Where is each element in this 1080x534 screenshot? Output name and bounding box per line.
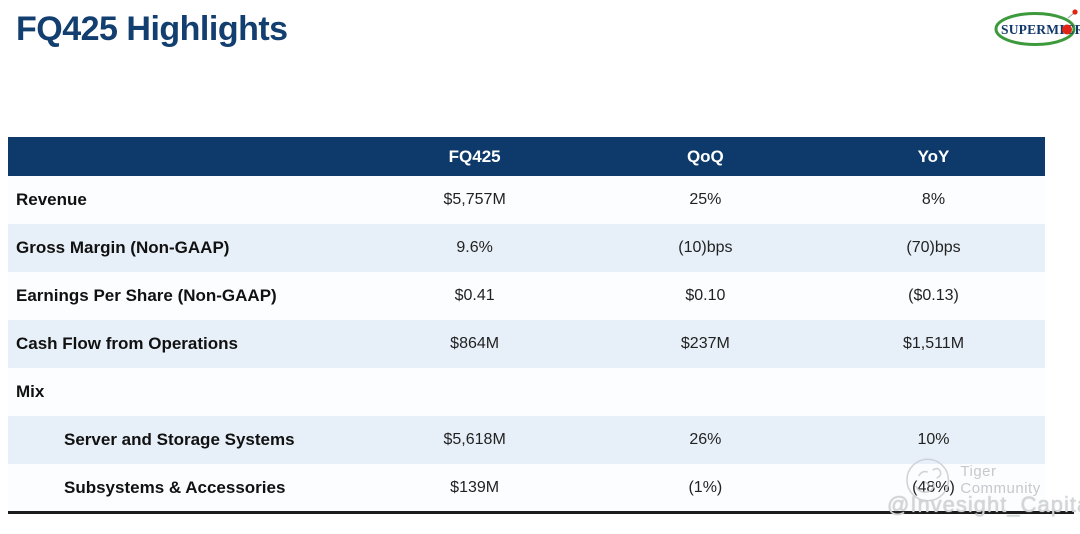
row-label: Revenue xyxy=(16,190,87,209)
row-label: Subsystems & Accessories xyxy=(64,478,286,497)
cell-qoq: (1%) xyxy=(688,479,723,496)
table-row: Server and Storage Systems $5,618M 26% 1… xyxy=(8,416,1045,464)
cell-qoq: 26% xyxy=(689,431,722,448)
cell-fq425: $864M xyxy=(450,335,500,352)
header-fq425: FQ425 xyxy=(448,146,501,166)
row-label: Cash Flow from Operations xyxy=(16,334,238,353)
table-header-row: FQ425 QoQ YoY xyxy=(8,137,1045,176)
cell-fq425: $0.41 xyxy=(454,287,495,304)
cell-fq425: 9.6% xyxy=(456,239,493,256)
cell-qoq: $237M xyxy=(680,335,730,352)
supermicro-logo: SUPERMICR xyxy=(994,9,1080,46)
logo-orbit-dot xyxy=(1072,9,1078,15)
highlights-table: FQ425 QoQ YoY Revenue $5,757M 25% 8% Gro… xyxy=(8,137,1045,512)
header-qoq: QoQ xyxy=(686,146,724,166)
cell-yoy: (48%) xyxy=(912,479,955,496)
cell-yoy: ($0.13) xyxy=(908,287,959,304)
table-row: Gross Margin (Non-GAAP) 9.6% (10)bps (70… xyxy=(8,224,1045,272)
table-row: Earnings Per Share (Non-GAAP) $0.41 $0.1… xyxy=(8,272,1045,320)
cell-qoq: $0.10 xyxy=(685,287,726,304)
table-row: Revenue $5,757M 25% 8% xyxy=(8,176,1045,224)
table-row: Mix xyxy=(8,368,1045,416)
row-label: Server and Storage Systems xyxy=(64,430,295,449)
cell-yoy: (70)bps xyxy=(906,239,961,256)
header-yoy: YoY xyxy=(917,146,950,166)
cell-fq425: $5,757M xyxy=(443,191,506,208)
logo-orbit-line xyxy=(1067,12,1075,19)
cell-yoy: $1,511M xyxy=(902,335,965,352)
cell-yoy: 10% xyxy=(917,431,950,448)
cell-fq425: $5,618M xyxy=(443,431,506,448)
row-label: Gross Margin (Non-GAAP) xyxy=(16,238,230,257)
cell-yoy: 8% xyxy=(921,191,946,208)
cell-qoq: 25% xyxy=(689,191,722,208)
logo-brand-text: SUPERMICR xyxy=(1001,22,1080,37)
logo-o-dot xyxy=(1062,24,1072,35)
row-label: Mix xyxy=(16,382,45,401)
logo-ellipse xyxy=(994,12,1076,46)
row-label: Earnings Per Share (Non-GAAP) xyxy=(16,286,277,305)
cell-fq425: $139M xyxy=(450,479,500,496)
table-row: Subsystems & Accessories $139M (1%) (48%… xyxy=(8,464,1045,512)
page-title: FQ425 Highlights xyxy=(16,10,288,48)
bottom-divider xyxy=(8,511,1074,514)
table-row: Cash Flow from Operations $864M $237M $1… xyxy=(8,320,1045,368)
cell-qoq: (10)bps xyxy=(678,239,733,256)
